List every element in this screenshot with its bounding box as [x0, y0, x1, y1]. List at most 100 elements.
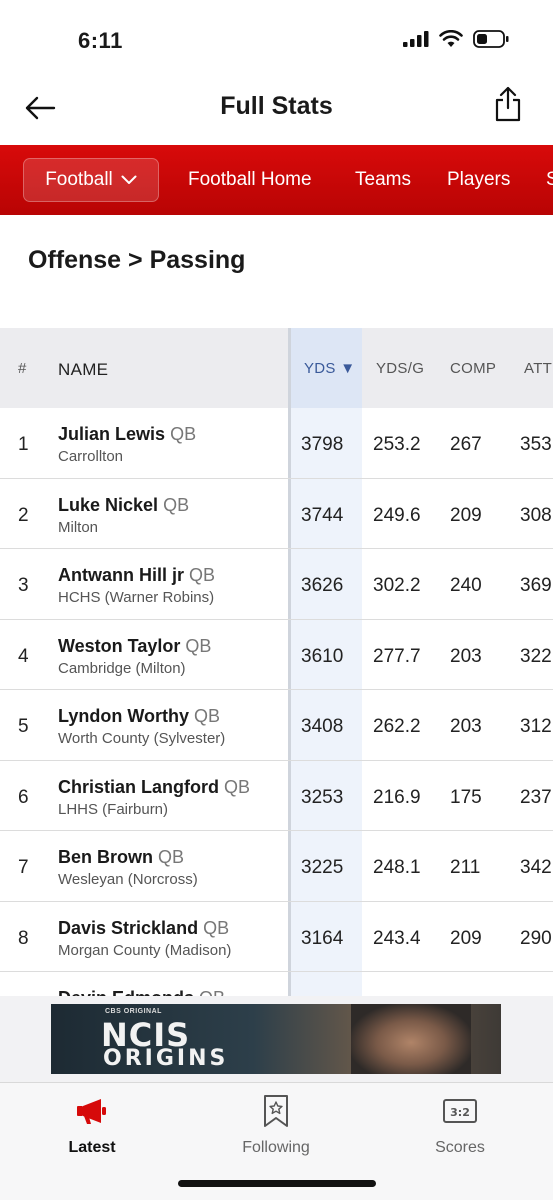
table-row[interactable]: 8 Davis Strickland QB Morgan County (Madis…	[0, 902, 553, 972]
rank-cell: 5	[18, 716, 29, 737]
rank-cell: 8	[18, 927, 29, 949]
table-row[interactable]: 5 Lyndon Worthy QB Worth County (Sylvester…	[0, 690, 553, 761]
yds-cell: 3164	[301, 927, 344, 949]
yds-cell: 3798	[301, 434, 344, 455]
column-header-name[interactable]: NAME	[58, 360, 109, 379]
player-name[interactable]: Davis Strickland QB	[58, 918, 229, 939]
yds-per-game-cell: 253.2	[373, 434, 421, 455]
home-indicator	[178, 1180, 376, 1187]
player-position: QB	[163, 494, 190, 515]
player-name-text: Devin Edmonds	[58, 988, 194, 996]
stats-table: # NAME YDS ▼ YDS/G COMP ATT 1 Julian Lewi…	[0, 328, 553, 996]
column-header-yds[interactable]: YDS ▼	[304, 360, 356, 377]
att-cell: 237	[520, 786, 552, 808]
player-name-text: Antwann Hill jr	[58, 565, 184, 585]
tab-following[interactable]: Following	[216, 1093, 336, 1157]
comp-cell: 209	[450, 927, 482, 949]
comp-cell: 211	[450, 857, 481, 878]
nav-link-football-home[interactable]: Football Home	[188, 169, 312, 190]
yds-cell: 3225	[301, 857, 344, 878]
player-name[interactable]: Ben Brown QB	[58, 847, 184, 868]
column-header-yds-per-game[interactable]: YDS/G	[376, 360, 425, 377]
tab-label-latest: Latest	[68, 1139, 116, 1156]
rank-cell: 3	[18, 575, 29, 596]
player-name-text: Weston Taylor	[58, 635, 181, 656]
tab-label-scores: Scores	[435, 1139, 485, 1156]
rank-cell: 7	[18, 857, 29, 878]
player-position: QB	[185, 635, 212, 656]
ad-area: CBS ORIGINAL NCIS ORIGINS	[0, 996, 553, 1082]
player-position: QB	[224, 776, 251, 797]
table-row[interactable]: 2 Luke Nickel QB Milton 3744 249.6 209 308	[0, 479, 553, 549]
battery-icon	[473, 30, 509, 48]
att-cell: 308	[520, 504, 552, 526]
player-name[interactable]: Devin Edmonds QB	[58, 988, 225, 996]
player-school: Wesleyan (Norcross)	[58, 871, 198, 888]
table-row[interactable]: 1 Julian Lewis QB Carrollton 3798 253.2 267 35…	[0, 408, 553, 479]
tab-scores[interactable]: 3:2 Scores	[400, 1093, 520, 1157]
player-name-text: Luke Nickel	[58, 494, 159, 515]
nav-link-partial[interactable]: S	[546, 169, 553, 190]
rank-cell: 1	[18, 434, 29, 455]
share-icon	[495, 86, 521, 122]
player-position: QB	[189, 565, 216, 585]
back-button[interactable]	[22, 90, 58, 126]
status-bar: 6:11	[0, 0, 553, 70]
yds-per-game-cell: 248.1	[373, 857, 421, 878]
sport-selector-label: Football	[45, 169, 113, 190]
ad-network-label: CBS ORIGINAL	[105, 1008, 162, 1015]
player-school: Worth County (Sylvester)	[58, 730, 226, 747]
yds-column-highlight	[290, 328, 362, 996]
ad-title-line1: NCIS	[101, 1016, 191, 1054]
yds-per-game-cell: 262.2	[373, 716, 421, 737]
player-school: Milton	[58, 518, 99, 536]
yds-cell: 3253	[301, 786, 344, 808]
player-name-text: Lyndon Worthy	[58, 706, 189, 726]
column-header-att[interactable]: ATT	[524, 360, 553, 377]
bookmark-star-icon	[264, 1095, 288, 1127]
player-name[interactable]: Luke Nickel QB	[58, 495, 189, 516]
sport-selector[interactable]: Football	[23, 158, 159, 202]
yds-header-highlight	[290, 328, 362, 408]
tab-latest[interactable]: Latest	[32, 1093, 152, 1157]
player-position: QB	[170, 424, 197, 444]
att-cell: 369	[520, 575, 552, 596]
section-title: Offense > Passing	[28, 246, 246, 274]
player-name-text: Ben Brown	[58, 847, 154, 867]
player-position: QB	[203, 917, 230, 938]
att-cell: 312	[520, 716, 552, 737]
player-name[interactable]: Christian Langford QB	[58, 777, 250, 798]
player-school: Carrollton	[58, 448, 124, 465]
column-header-rank: #	[18, 360, 27, 377]
rank-cell: 4	[18, 645, 29, 667]
table-row[interactable]: 6 Christian Langford QB LHHS (Fairburn) 325…	[0, 761, 553, 831]
yds-per-game-cell: 243.4	[373, 927, 421, 949]
page-title: Full Stats	[220, 92, 333, 120]
nav-link-teams[interactable]: Teams	[355, 169, 411, 190]
frozen-column-divider	[288, 328, 291, 996]
player-name[interactable]: Lyndon Worthy QB	[58, 706, 220, 727]
table-row[interactable]: 7 Ben Brown QB Wesleyan (Norcross) 3225 248.…	[0, 831, 553, 902]
wifi-icon	[439, 30, 463, 47]
player-name[interactable]: Julian Lewis QB	[58, 424, 196, 445]
player-name[interactable]: Weston Taylor QB	[58, 636, 211, 657]
ad-banner[interactable]: CBS ORIGINAL NCIS ORIGINS	[51, 1004, 501, 1074]
player-school: LHHS (Fairburn)	[58, 800, 169, 818]
yds-per-game-cell: 302.2	[373, 575, 421, 596]
player-name[interactable]: Antwann Hill jr QB	[58, 565, 215, 586]
player-school: Morgan County (Madison)	[58, 941, 232, 959]
table-row[interactable]: Devin Edmonds QB	[0, 972, 553, 996]
sport-nav-bar: Football Football Home Teams Players S	[0, 145, 553, 215]
rank-cell: 6	[18, 786, 29, 808]
column-header-comp[interactable]: COMP	[450, 360, 497, 377]
header: Full Stats	[0, 70, 553, 145]
share-button[interactable]	[491, 84, 525, 124]
player-position: QB	[158, 847, 185, 867]
nav-link-players[interactable]: Players	[447, 169, 511, 190]
table-row[interactable]: 3 Antwann Hill jr QB HCHS (Warner Robins) 3…	[0, 549, 553, 620]
player-position: QB	[194, 706, 221, 726]
megaphone-icon	[77, 1099, 106, 1124]
table-row[interactable]: 4 Weston Taylor QB Cambridge (Milton) 3610 2…	[0, 620, 553, 690]
scoreboard-icon: 3:2	[443, 1099, 477, 1123]
comp-cell: 209	[450, 504, 482, 526]
